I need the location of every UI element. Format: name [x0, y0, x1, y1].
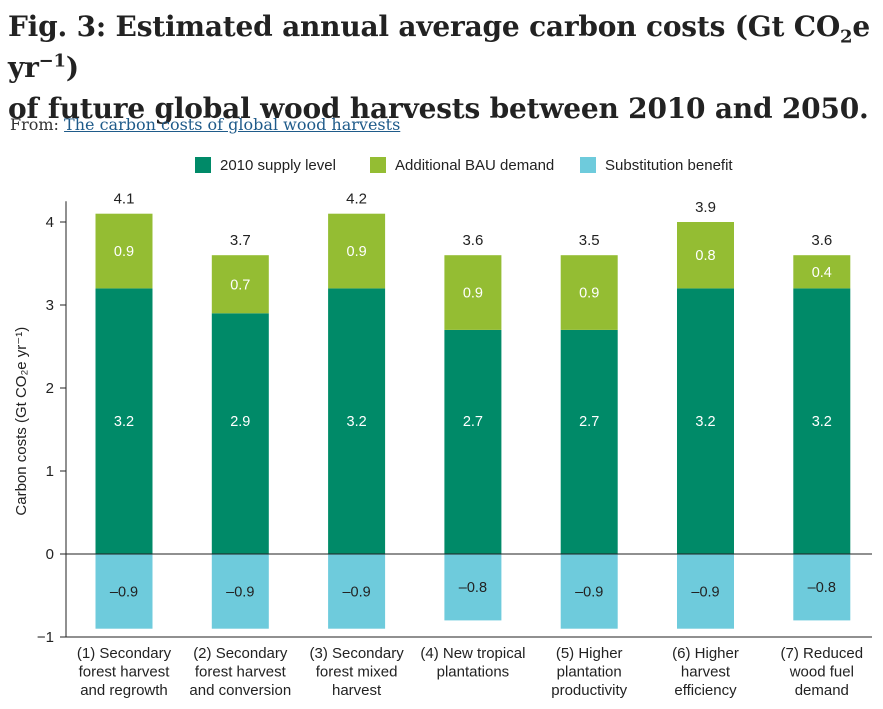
legend-label-2: Additional BAU demand	[395, 157, 554, 174]
label-bau-2: 0.7	[230, 277, 250, 293]
category-label-1: and regrowth	[80, 682, 168, 699]
bar-bau-2	[211, 255, 269, 314]
label-supply-1: 3.2	[114, 414, 134, 430]
bar-bau-6	[677, 222, 734, 289]
category-label-6: (6) Higher	[672, 645, 739, 662]
label-substitution-4: –0.8	[459, 580, 487, 596]
category-label-1: (1) Secondary	[77, 645, 172, 662]
total-label-1: 4.1	[114, 191, 135, 208]
category-label-7: demand	[795, 682, 849, 699]
from-label: From:	[10, 115, 59, 134]
bar-supply-6	[677, 288, 734, 554]
y-tick-label: 1	[46, 463, 54, 480]
legend-swatch-1	[195, 157, 211, 173]
label-bau-5: 0.9	[579, 286, 599, 302]
category-label-3: forest mixed	[316, 664, 398, 681]
figure-title: Fig. 3: Estimated annual average carbon …	[8, 6, 878, 129]
category-label-4: plantations	[437, 664, 510, 681]
source-line: From: The carbon costs of global wood ha…	[10, 115, 400, 134]
label-supply-7: 3.2	[812, 414, 832, 430]
bar-bau-3	[328, 213, 386, 289]
title-part-1: Fig. 3: Estimated annual average carbon …	[8, 10, 841, 43]
y-tick-label: 2	[46, 380, 54, 397]
category-label-5: (5) Higher	[556, 645, 623, 662]
bar-bau-4	[444, 255, 502, 330]
category-label-4: (4) New tropical	[420, 645, 525, 662]
bar-supply-4	[444, 329, 502, 554]
category-label-3: harvest	[332, 682, 382, 699]
label-bau-1: 0.9	[114, 244, 134, 260]
title-close-paren: )	[65, 51, 79, 84]
bar-substitution-1	[95, 554, 153, 629]
label-bau-4: 0.9	[463, 286, 483, 302]
y-axis-label: Carbon costs (Gt CO₂e yr⁻¹)	[13, 327, 30, 516]
bar-substitution-3	[328, 554, 386, 629]
category-label-5: plantation	[557, 664, 622, 681]
category-label-1: forest harvest	[79, 664, 171, 681]
label-substitution-5: –0.9	[575, 584, 603, 600]
category-label-2: and conversion	[189, 682, 291, 699]
bar-substitution-5	[560, 554, 618, 629]
total-label-6: 3.9	[695, 199, 716, 216]
category-label-5: productivity	[551, 682, 627, 699]
bar-bau-1	[95, 213, 153, 289]
legend-label-3: Substitution benefit	[605, 157, 733, 174]
bar-supply-1	[95, 288, 153, 554]
label-supply-5: 2.7	[579, 414, 599, 430]
category-label-7: (7) Reduced	[781, 645, 864, 662]
bar-supply-5	[560, 329, 618, 554]
label-supply-6: 3.2	[695, 414, 715, 430]
legend-label-1: 2010 supply level	[220, 157, 336, 174]
category-label-2: forest harvest	[195, 664, 287, 681]
stacked-bar-chart: 2010 supply level Additional BAU demand Su…	[13, 157, 872, 699]
bar-bau-7	[793, 255, 851, 289]
label-substitution-2: –0.9	[226, 584, 254, 600]
y-tick-label: 0	[46, 546, 54, 563]
legend-swatch-2	[370, 157, 386, 173]
label-supply-4: 2.7	[463, 414, 483, 430]
bar-supply-2	[211, 313, 269, 554]
bar-substitution-2	[211, 554, 269, 629]
bar-substitution-7	[793, 554, 851, 621]
label-bau-7: 0.4	[812, 265, 832, 281]
label-substitution-3: –0.9	[342, 584, 370, 600]
title-subscript: 2	[840, 26, 853, 48]
y-tick-label: 3	[46, 297, 54, 314]
bar-supply-7	[793, 288, 851, 554]
title-part-2: e yr	[8, 10, 870, 84]
label-substitution-7: –0.8	[808, 580, 836, 596]
total-label-7: 3.6	[811, 232, 832, 249]
source-article-link[interactable]: The carbon costs of global wood harvests	[64, 115, 401, 134]
total-label-5: 3.5	[579, 232, 600, 249]
label-supply-3: 3.2	[347, 414, 367, 430]
title-superscript: −1	[38, 50, 66, 72]
label-bau-3: 0.9	[347, 244, 367, 260]
total-label-2: 3.7	[230, 232, 251, 249]
label-supply-2: 2.9	[230, 414, 250, 430]
label-substitution-6: –0.9	[691, 584, 719, 600]
legend-swatch-3	[580, 157, 596, 173]
category-label-2: (2) Secondary	[193, 645, 288, 662]
y-tick-label: 4	[46, 214, 54, 231]
bar-bau-5	[560, 255, 618, 330]
category-label-6: efficiency	[674, 682, 737, 699]
total-label-3: 4.2	[346, 191, 367, 208]
label-bau-6: 0.8	[695, 248, 715, 264]
bar-substitution-6	[677, 554, 734, 629]
label-substitution-1: –0.9	[110, 584, 138, 600]
total-label-4: 3.6	[462, 232, 483, 249]
category-label-6: harvest	[681, 664, 731, 681]
category-label-7: wood fuel	[789, 664, 854, 681]
title-line-2: of future global wood harvests between 2…	[8, 92, 869, 125]
category-label-3: (3) Secondary	[309, 645, 404, 662]
bar-substitution-4	[444, 554, 502, 621]
y-tick-label: −1	[37, 629, 54, 646]
bar-supply-3	[328, 288, 386, 554]
